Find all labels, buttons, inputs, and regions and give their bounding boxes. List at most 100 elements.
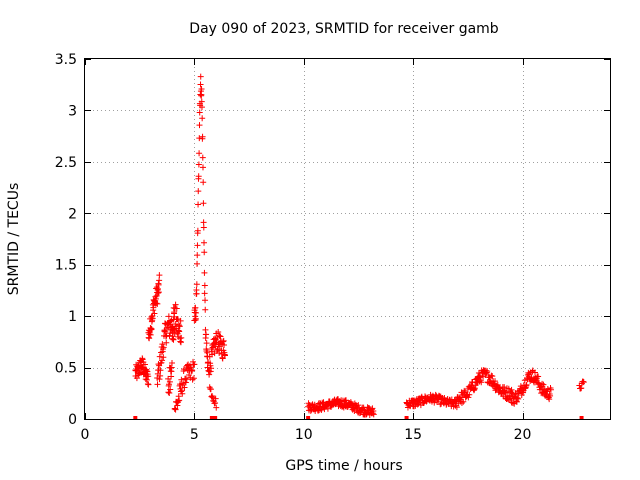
data-point bbox=[218, 351, 225, 358]
data-point bbox=[216, 332, 223, 339]
data-point bbox=[169, 360, 176, 367]
x-tick-label: 20 bbox=[514, 427, 532, 443]
data-point bbox=[173, 305, 180, 312]
data-point bbox=[478, 379, 485, 386]
data-point bbox=[508, 399, 515, 406]
data-point bbox=[200, 200, 207, 207]
data-point bbox=[547, 386, 554, 393]
data-point bbox=[139, 356, 146, 363]
data-point bbox=[195, 201, 202, 208]
data-point bbox=[194, 260, 201, 267]
data-point bbox=[370, 411, 377, 418]
data-point bbox=[508, 386, 515, 393]
data-point bbox=[196, 135, 203, 142]
data-point bbox=[532, 369, 539, 376]
data-point bbox=[193, 309, 200, 316]
zero-point-marker bbox=[209, 416, 214, 420]
data-point bbox=[193, 281, 200, 288]
data-point bbox=[196, 150, 203, 157]
zero-point-marker bbox=[213, 416, 218, 420]
data-point bbox=[453, 404, 460, 411]
data-point bbox=[208, 365, 215, 372]
data-point bbox=[178, 334, 185, 341]
points-layer bbox=[132, 73, 587, 420]
data-point bbox=[160, 354, 167, 361]
data-point bbox=[194, 227, 201, 234]
data-point bbox=[165, 313, 172, 320]
data-point bbox=[160, 344, 167, 351]
data-point bbox=[145, 373, 152, 380]
data-point bbox=[193, 290, 200, 297]
data-point bbox=[156, 272, 163, 279]
data-point bbox=[133, 375, 140, 382]
data-point bbox=[437, 401, 444, 408]
data-point bbox=[215, 329, 222, 336]
data-point bbox=[484, 368, 491, 375]
data-point bbox=[538, 390, 545, 397]
data-point bbox=[157, 372, 164, 379]
y-axis-label: SRMTID / TECUs bbox=[6, 183, 22, 296]
data-point bbox=[209, 351, 216, 358]
data-point bbox=[414, 401, 421, 408]
y-tick-label: 2.5 bbox=[55, 155, 77, 171]
data-point bbox=[198, 104, 205, 111]
data-point bbox=[166, 378, 173, 385]
data-point bbox=[198, 85, 205, 92]
data-point bbox=[201, 249, 208, 256]
data-point bbox=[172, 301, 179, 308]
data-point bbox=[168, 373, 175, 380]
data-point bbox=[177, 317, 184, 324]
y-tick-label: 2 bbox=[68, 206, 77, 222]
ticks-layer: 0 5 10 15 20 0 0.5 1 1.5 2 2.5 3 3.5 bbox=[55, 52, 610, 443]
data-point bbox=[199, 133, 206, 140]
data-point bbox=[503, 389, 510, 396]
data-point bbox=[580, 379, 587, 386]
zero-point-marker bbox=[133, 416, 138, 420]
x-tick-label: 10 bbox=[295, 427, 313, 443]
data-point bbox=[192, 304, 199, 311]
data-point bbox=[154, 381, 161, 388]
data-point bbox=[183, 376, 190, 383]
grid-layer bbox=[85, 59, 610, 419]
data-point bbox=[355, 402, 362, 409]
data-point bbox=[540, 381, 547, 388]
data-point bbox=[177, 338, 184, 345]
data-point bbox=[200, 179, 207, 186]
data-point bbox=[199, 154, 206, 161]
y-tick-label: 3.5 bbox=[55, 52, 77, 68]
data-point bbox=[222, 352, 228, 359]
data-point bbox=[515, 395, 522, 402]
data-point bbox=[460, 398, 467, 405]
zero-point-marker bbox=[404, 416, 409, 420]
data-point bbox=[175, 327, 182, 334]
plot-frame bbox=[84, 58, 611, 420]
y-tick-label: 0.5 bbox=[55, 361, 77, 377]
data-point bbox=[170, 336, 177, 343]
data-point bbox=[175, 321, 182, 328]
data-point bbox=[155, 289, 162, 296]
data-point bbox=[547, 392, 554, 399]
data-point bbox=[172, 321, 179, 328]
data-point bbox=[143, 368, 150, 375]
data-point bbox=[192, 315, 199, 322]
data-point bbox=[458, 399, 465, 406]
data-point bbox=[196, 109, 203, 116]
data-point bbox=[195, 188, 202, 195]
data-point bbox=[221, 341, 228, 348]
data-point bbox=[147, 331, 154, 338]
data-point bbox=[163, 339, 170, 346]
data-point bbox=[209, 394, 216, 401]
data-point bbox=[156, 277, 163, 284]
data-point bbox=[201, 269, 208, 276]
data-point bbox=[197, 81, 204, 88]
data-point bbox=[182, 379, 189, 386]
data-point bbox=[200, 224, 207, 231]
zero-point-marker bbox=[579, 416, 584, 420]
data-point bbox=[176, 328, 183, 335]
data-point bbox=[181, 384, 188, 391]
data-point bbox=[176, 397, 183, 404]
data-point bbox=[162, 328, 169, 335]
data-point bbox=[198, 98, 205, 105]
data-point bbox=[466, 391, 473, 398]
data-point bbox=[202, 306, 209, 313]
